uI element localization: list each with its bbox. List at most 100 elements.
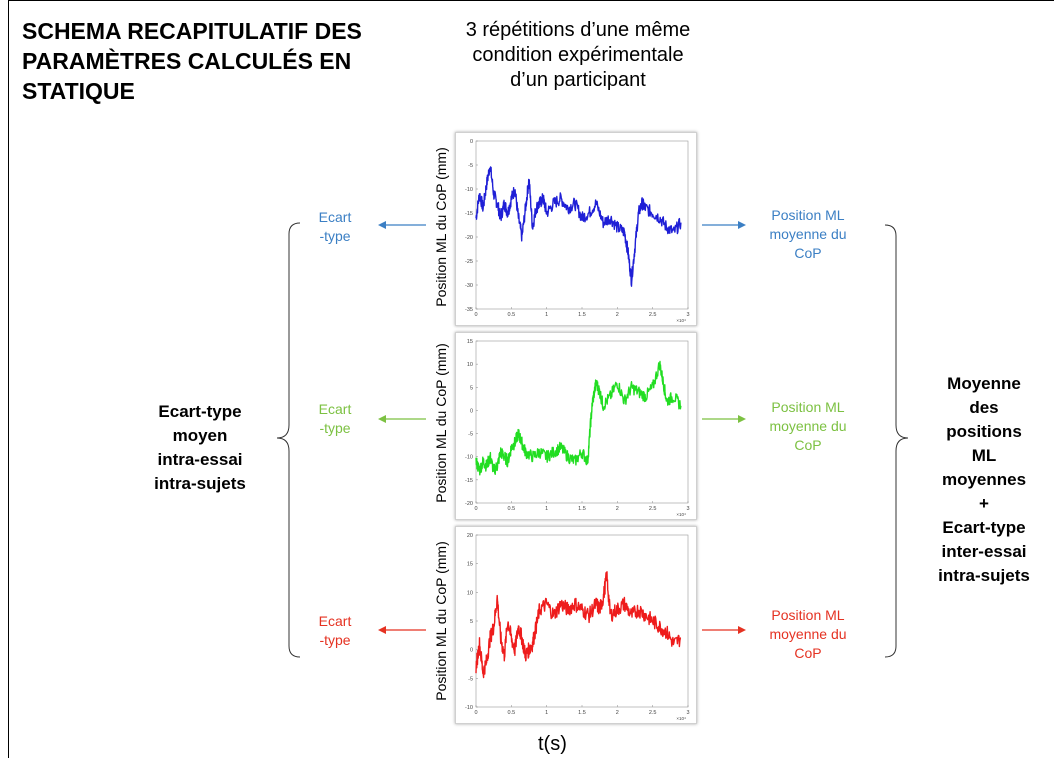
- left-summary: Ecart-type moyen intra-essai intra-sujet…: [130, 400, 270, 496]
- x-tick-label: 1.5: [578, 710, 586, 716]
- x-tick-label: 1.5: [578, 506, 586, 512]
- y-tick-label: 0: [470, 408, 473, 414]
- left-annotation-line: -type: [319, 420, 351, 436]
- y-tick-label: 15: [467, 339, 473, 345]
- left-annotation-line: Ecart: [318, 401, 352, 417]
- chart-trial-1: 0 0.5 1 1.5 2 2.5 3×10⁴ 0 -5 -10 -15 -20 -25 -30 -35: [465, 139, 689, 323]
- series-line: [475, 166, 682, 287]
- y-tick-label: 20: [467, 533, 473, 539]
- right-annotation-trial-3: Position ML moyenne du CoP: [748, 606, 868, 663]
- right-summary-line: moyennes: [941, 470, 1027, 489]
- left-summary-line: Ecart-type: [158, 402, 242, 421]
- y-tick-label: 10: [467, 590, 473, 596]
- x-multiplier: ×10⁴: [676, 512, 686, 517]
- left-summary-line: intra-essai: [157, 450, 243, 469]
- left-annotation-trial-1: Ecart -type: [300, 208, 370, 246]
- right-annotation-line: Position ML: [771, 399, 845, 415]
- left-annotation-trial-2: Ecart -type: [300, 400, 370, 438]
- left-arrow-trial-2: [378, 415, 426, 423]
- y-tick-label: -20: [465, 501, 473, 507]
- right-annotation-line: Position ML: [771, 207, 845, 223]
- right-arrow-trial-2: [702, 415, 746, 423]
- right-summary-line: positions: [946, 422, 1022, 441]
- right-arrow-trial-3: [702, 626, 746, 634]
- y-tick-label: -10: [465, 455, 473, 461]
- x-tick-label: 1: [545, 710, 548, 716]
- chart-trial-2: 0 0.5 1 1.5 2 2.5 3×10⁴ 15 10 5 0 -5 -10 -15 -20: [465, 339, 689, 517]
- series-line: [475, 571, 682, 679]
- left-arrow-trial-1: [378, 221, 426, 229]
- y-tick-label: 5: [470, 385, 473, 391]
- left-summary-line: moyen: [172, 426, 228, 445]
- y-tick-label: -20: [465, 235, 473, 241]
- right-summary: Moyenne des positions ML moyennes + Ecar…: [920, 372, 1048, 588]
- left-annotation-trial-3: Ecart -type: [300, 612, 370, 650]
- x-tick-label: 0: [474, 710, 477, 716]
- right-annotation-line: CoP: [794, 245, 822, 261]
- right-annotation-line: moyenne du: [769, 626, 847, 642]
- series-line: [475, 360, 682, 476]
- right-summary-line: ML: [971, 446, 997, 465]
- x-tick-label: 3: [686, 710, 689, 716]
- x-tick-label: 2.5: [649, 710, 657, 716]
- y-tick-label: 10: [467, 362, 473, 368]
- right-annotation-line: CoP: [794, 645, 822, 661]
- left-summary-line: intra-sujets: [154, 474, 246, 493]
- slide-subtitle: 3 répétitions d’une même condition expér…: [465, 19, 691, 91]
- x-tick-label: 0.5: [508, 506, 516, 512]
- x-tick-label: 2: [616, 312, 619, 318]
- right-annotation-line: moyenne du: [769, 226, 847, 242]
- right-summary-line: Ecart-type: [942, 518, 1026, 537]
- x-multiplier: ×10⁴: [676, 318, 686, 323]
- y-axis-label-trial-2: Position ML du CoP (mm): [433, 343, 449, 503]
- left-annotation-line: Ecart: [318, 209, 352, 225]
- x-tick-label: 2.5: [649, 506, 657, 512]
- right-arrow-trial-1: [702, 221, 746, 229]
- x-tick-label: 0.5: [508, 312, 516, 318]
- right-summary-line: des: [969, 398, 999, 417]
- right-annotation-trial-1: Position ML moyenne du CoP: [748, 206, 868, 263]
- y-axis-label-trial-1: Position ML du CoP (mm): [433, 147, 449, 307]
- y-tick-label: -10: [465, 187, 473, 193]
- y-tick-label: -15: [465, 478, 473, 484]
- right-annotation-trial-2: Position ML moyenne du CoP: [748, 398, 868, 455]
- y-tick-label: -5: [468, 432, 473, 438]
- x-tick-label: 2: [616, 506, 619, 512]
- x-multiplier: ×10⁴: [676, 716, 686, 721]
- y-tick-label: 0: [470, 648, 473, 654]
- right-summary-line: intra-sujets: [938, 566, 1030, 585]
- chart-panel-trial-2: 0 0.5 1 1.5 2 2.5 3 ×10⁴ 15 10 5 0 -5 -10 -15 -20: [455, 332, 697, 520]
- slide-frame: [8, 0, 1054, 758]
- chart-trial-3: 0 0.5 1 1.5 2 2.5 3×10⁴ 20 15 10 5 0 -5 -10: [465, 533, 689, 721]
- chart-panel-trial-3: 0 0.5 1 1.5 2 2.5 3 ×10⁴ 20 15 10 5 0 -5 -10: [455, 526, 697, 724]
- x-tick-label: 3: [686, 506, 689, 512]
- y-tick-label: -10: [465, 705, 473, 711]
- right-annotation-line: CoP: [794, 437, 822, 453]
- right-brace: [884, 224, 909, 658]
- left-annotation-line: -type: [319, 632, 351, 648]
- y-tick-label: -30: [465, 283, 473, 289]
- plot-area: [475, 340, 689, 504]
- x-tick-label: 0.5: [508, 710, 516, 716]
- x-tick-label: 1: [545, 506, 548, 512]
- x-tick-label: 3: [686, 312, 689, 318]
- right-annotation-line: moyenne du: [769, 418, 847, 434]
- chart-panel-trial-1: 0 0.5 1 1.5 2 2.5 3 ×10⁴ 0 -5 -10 -15 -20 -25 -30 -35: [455, 132, 697, 326]
- left-annotation-line: Ecart: [318, 613, 352, 629]
- x-tick-label: 0: [474, 506, 477, 512]
- left-arrow-trial-3: [378, 626, 426, 634]
- y-tick-label: -25: [465, 259, 473, 265]
- right-summary-line: Moyenne: [947, 374, 1021, 393]
- y-tick-label: -15: [465, 211, 473, 217]
- y-tick-label: 15: [467, 562, 473, 568]
- right-annotation-line: Position ML: [771, 607, 845, 623]
- y-tick-label: -5: [468, 676, 473, 682]
- y-tick-label: -35: [465, 307, 473, 313]
- left-annotation-line: -type: [319, 228, 351, 244]
- slide-title: SCHEMA RECAPITULATIF DES PARAMÈTRES CALC…: [22, 18, 362, 104]
- left-brace: [276, 222, 301, 658]
- y-axis-label-trial-3: Position ML du CoP (mm): [433, 541, 449, 701]
- x-tick-label: 0: [474, 312, 477, 318]
- x-axis-label: t(s): [538, 733, 567, 755]
- plot-area: [475, 140, 689, 310]
